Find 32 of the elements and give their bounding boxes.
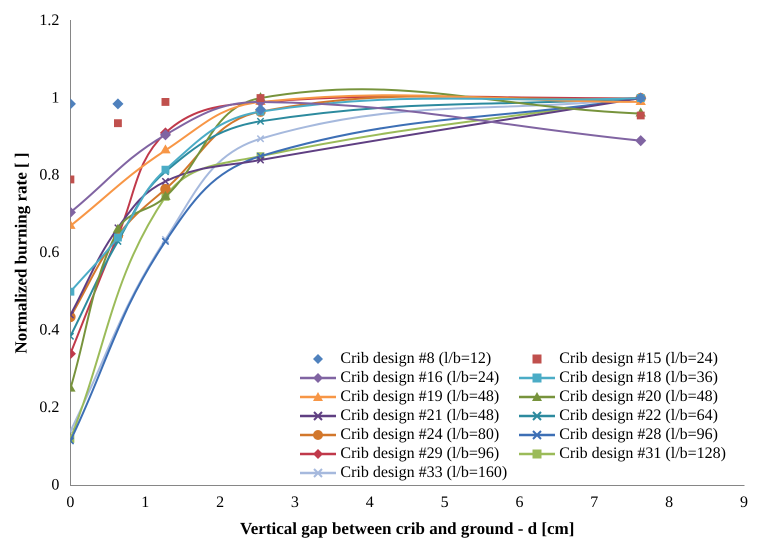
x-tick-label: 3 xyxy=(290,494,299,512)
legend-label: Crib design #31 (l/b=128) xyxy=(559,445,726,463)
legend-label: Crib design #15 (l/b=24) xyxy=(559,350,718,368)
x-tick-label: 1 xyxy=(141,494,150,512)
y-tick-label: 0 xyxy=(51,476,60,494)
legend-label: Crib design #8 (l/b=12) xyxy=(340,350,492,368)
x-tick-label: 2 xyxy=(216,494,224,512)
x-tick-label: 8 xyxy=(665,494,674,512)
y-tick-label: 0.6 xyxy=(39,244,60,262)
legend-label: Crib design #33 (l/b=160) xyxy=(340,464,508,482)
y-tick-label: 0.2 xyxy=(39,399,60,416)
y-axis-title: Normalized burning rate [ ] xyxy=(12,152,31,354)
legend-label: Crib design #22 (l/b=64) xyxy=(559,407,718,425)
y-tick-label: 1 xyxy=(51,89,60,106)
y-tick-label: 1.2 xyxy=(39,12,60,29)
legend-label: Crib design #29 (l/b=96) xyxy=(340,445,500,463)
x-tick-label: 7 xyxy=(590,494,598,512)
y-tick-label: 0.8 xyxy=(39,166,60,184)
legend-label: Crib design #21 (l/b=48) xyxy=(340,407,500,425)
legend-label: Crib design #24 (l/b=80) xyxy=(340,426,500,444)
x-tick-label: 9 xyxy=(740,494,748,512)
x-axis-title: Vertical gap between crib and ground - d [cm] xyxy=(240,519,574,538)
legend-label: Crib design #20 (l/b=48) xyxy=(559,388,718,406)
x-tick-label: 6 xyxy=(515,494,524,512)
x-tick-label: 5 xyxy=(440,494,449,512)
legend-label: Crib design #16 (l/b=24) xyxy=(340,369,500,387)
x-tick-label: 4 xyxy=(366,494,374,512)
legend-label: Crib design #28 (l/b=96) xyxy=(559,426,718,444)
x-tick-label: 0 xyxy=(66,494,74,512)
legend-label: Crib design #18 (l/b=36) xyxy=(559,369,718,387)
legend-label: Crib design #19 (l/b=48) xyxy=(340,388,500,406)
y-tick-label: 0.4 xyxy=(39,322,60,339)
